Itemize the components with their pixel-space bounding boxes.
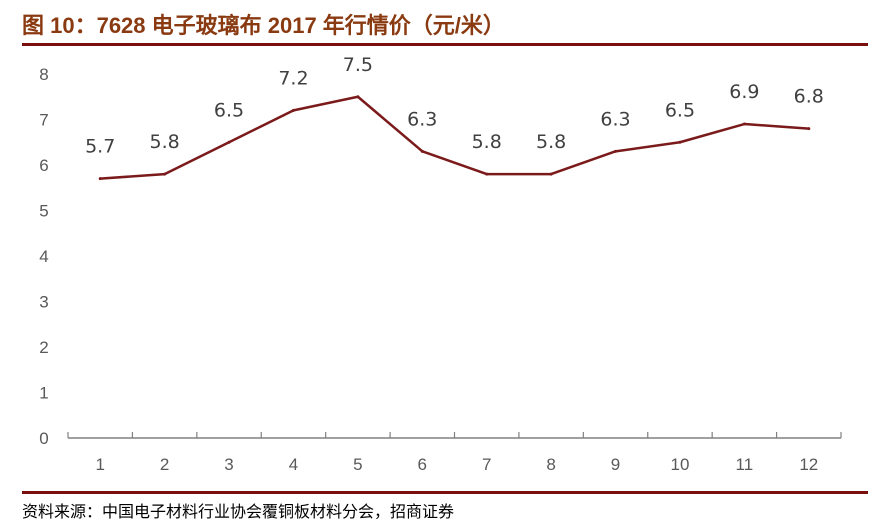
data-label: 6.3 — [407, 108, 437, 130]
data-label: 7.5 — [343, 54, 373, 76]
x-tick-label: 6 — [418, 455, 427, 474]
data-point — [485, 172, 489, 176]
x-tick-label: 10 — [670, 455, 689, 474]
y-tick-label: 1 — [39, 384, 48, 403]
x-tick-label: 11 — [736, 455, 754, 474]
x-tick-label: 3 — [224, 455, 233, 474]
x-tick-label: 12 — [799, 455, 818, 474]
source-rule — [22, 491, 868, 494]
x-tick-label: 7 — [482, 455, 491, 474]
data-point — [98, 177, 102, 181]
data-point — [678, 140, 682, 144]
data-label: 5.8 — [536, 131, 566, 153]
data-point — [163, 172, 167, 176]
x-tick-label: 4 — [289, 455, 298, 474]
data-label: 6.8 — [794, 86, 824, 108]
data-point — [742, 122, 746, 126]
data-point — [614, 149, 618, 153]
data-point — [549, 172, 553, 176]
x-tick-label: 8 — [546, 455, 555, 474]
data-label: 5.8 — [472, 131, 502, 153]
data-label: 5.7 — [85, 136, 115, 158]
chart-title: 图 10：7628 电子玻璃布 2017 年行情价（元/米） — [22, 13, 505, 38]
y-tick-label: 0 — [39, 429, 48, 448]
y-tick-label: 2 — [39, 338, 48, 357]
data-label: 5.8 — [150, 131, 180, 153]
data-label: 6.9 — [729, 81, 759, 103]
y-tick-label: 8 — [39, 65, 48, 84]
x-tick-label: 2 — [160, 455, 169, 474]
data-label: 7.2 — [278, 67, 308, 89]
x-tick-label: 9 — [611, 455, 620, 474]
source-note: 资料来源：中国电子材料行业协会覆铜板材料分会，招商证券 — [22, 502, 455, 521]
data-point — [356, 95, 360, 99]
data-point — [807, 127, 811, 131]
x-tick-label: 1 — [95, 455, 104, 474]
y-tick-label: 7 — [39, 111, 48, 130]
data-point — [227, 140, 231, 144]
y-tick-label: 5 — [39, 202, 48, 221]
y-tick-label: 6 — [39, 156, 48, 175]
series-line — [100, 95, 809, 180]
data-point — [420, 149, 424, 153]
data-label: 6.5 — [214, 99, 244, 121]
x-tick-label: 5 — [353, 455, 362, 474]
y-tick-label: 4 — [39, 247, 48, 266]
title-rule — [22, 43, 868, 46]
data-label: 6.5 — [665, 99, 695, 121]
data-point — [291, 108, 295, 112]
y-tick-label: 3 — [39, 293, 48, 312]
data-label: 6.3 — [600, 108, 630, 130]
